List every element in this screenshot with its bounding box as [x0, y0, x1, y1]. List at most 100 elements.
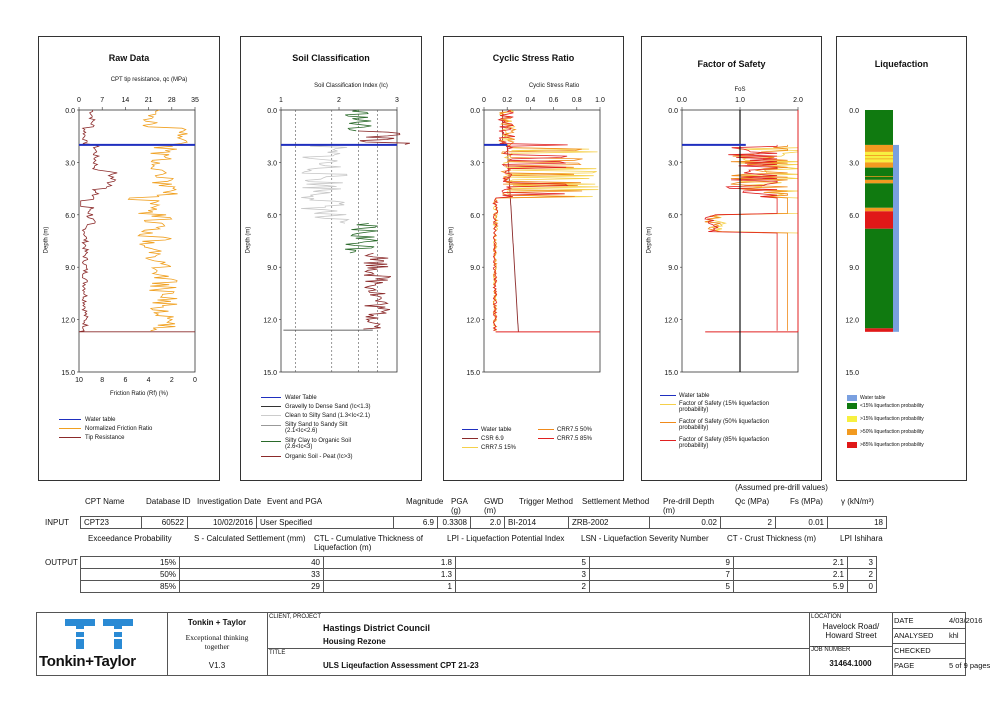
legend-line-icon [660, 440, 676, 455]
date-label: DATE [894, 616, 914, 625]
legend-crr50: CRR7.5 50% [557, 427, 593, 433]
project-cell: CLIENT, PROJECT Hastings District Counci… [267, 613, 810, 675]
hdr-qc: Qc (MPa) [735, 497, 770, 506]
legend-line-icon [660, 404, 676, 419]
soil-title: Soil Classification [292, 53, 370, 63]
soil-top-axis-label: Soil Classification Index (Ic) [314, 83, 388, 89]
hdr-pga: PGA (g) [451, 497, 468, 515]
hdr-trigger: Trigger Method [519, 497, 573, 506]
client-name: Hastings District Council [323, 623, 431, 633]
soil-chart: 0.0 3.0 6.0 9.0 12.0 15.0 1 2 3 [263, 97, 410, 377]
table-row: 15% 40 1.8 5 9 2.1 3 [80, 556, 877, 569]
soil-frame [280, 109, 398, 373]
input-trigger: BI-2014 [504, 516, 569, 529]
hdr-predrill: Pre-drill Depth (m) [663, 497, 715, 515]
legend-water: Water Table [285, 395, 317, 401]
legend-fos50: Factor of Safety (50% liquefaction proba… [679, 419, 770, 431]
depth-tick-label: 12.0 [664, 318, 678, 325]
liq-band [865, 167, 893, 180]
out-s: 33 [179, 568, 324, 581]
depth-tick-label: 15.0 [664, 370, 678, 377]
liq-band [865, 228, 893, 329]
depth-tick-label: 0.0 [668, 108, 678, 115]
raw-data-title: Raw Data [108, 53, 150, 63]
depth-tick-label: 6.0 [267, 213, 277, 220]
depth-tick-label: 9.0 [267, 265, 277, 272]
top-tick-label: 1 [279, 97, 283, 104]
legend-swatch [847, 442, 857, 448]
top-tick-label: 35 [191, 97, 199, 104]
raw-legend: Water table Normalized Friction Ratio Ti… [59, 417, 152, 444]
legend-gt85: >85% liquefaction probability [860, 442, 924, 448]
depth-tick-label: 6.0 [849, 213, 859, 220]
crr-line [492, 109, 583, 331]
bottom-tick-label: 0 [193, 377, 197, 384]
depth-tick-label: 9.0 [470, 265, 480, 272]
project-name: Housing Rezone [323, 637, 386, 646]
top-tick-label: 0.4 [526, 97, 536, 104]
out-ctl: 1.3 [323, 568, 456, 581]
depth-tick-label: 0.0 [470, 108, 480, 115]
legend-gravel: Gravelly to Dense Sand (Ic<1.3) [285, 404, 371, 410]
raw-frame [78, 109, 196, 373]
liq-legend: Water table <15% liquefaction probabilit… [847, 395, 962, 455]
depth-tick-label: 3.0 [267, 160, 277, 167]
liq-band [865, 151, 893, 163]
liq-chart: 0.0 3.0 6.0 9.0 12.0 15.0 [845, 108, 899, 377]
raw-bottom-axis-label: Friction Ratio (Rf) (%) [109, 391, 168, 397]
legend-line-icon [261, 455, 281, 457]
depth-tick-label: 3.0 [849, 160, 859, 167]
bottom-tick-label: 2 [170, 377, 174, 384]
hdr-lsn: LSN - Liquefaction Severity Number [581, 534, 709, 543]
depth-tick-label: 0.0 [849, 108, 859, 115]
location-value: Havelock Road/ Howard Street [822, 622, 880, 640]
legend-line-icon [59, 427, 81, 429]
soil-legend: Water Table Gravelly to Dense Sand (Ic<1… [261, 395, 416, 463]
legend-friction: Normalized Friction Ratio [85, 426, 153, 432]
hdr-lpi-ishihara: LPI Ishihara [840, 534, 883, 543]
date-value: 4/03/2016 [949, 616, 983, 625]
top-tick-label: 0.2 [502, 97, 512, 104]
bottom-tick-label: 10 [75, 377, 83, 384]
depth-tick-label: 9.0 [668, 265, 678, 272]
legend-lt15: <15% liquefaction probability [860, 403, 924, 409]
bottom-tick-label: 4 [147, 377, 151, 384]
top-tick-label: 3 [395, 97, 399, 104]
depth-tick-label: 15.0 [61, 370, 75, 377]
depth-tick-label: 6.0 [470, 213, 480, 220]
legend-water: Water table [481, 427, 512, 433]
top-tick-label: 14 [122, 97, 130, 104]
liq-band [865, 162, 893, 168]
input-event: User Specified [256, 516, 394, 529]
crr-line [492, 109, 569, 332]
logo-text: Tonkin+Taylor [39, 653, 136, 670]
raw-top-axis-label: CPT tip resistance, qc (MPa) [110, 77, 188, 83]
input-settlement: ZRB-2002 [568, 516, 650, 529]
analysed-label: ANALYSED [894, 631, 934, 640]
depth-tick-label: 15.0 [845, 370, 859, 377]
legend-line-icon [59, 436, 81, 438]
legend-tip: Tip Resistance [85, 435, 125, 441]
hdr-settlement: Settlement Method [582, 497, 650, 506]
page-value: 5 of 9 pages [949, 661, 991, 670]
company-name: Tonkin + Taylor [187, 618, 247, 627]
hdr-ct: CT - Crust Thickness (m) [727, 534, 817, 543]
hdr-lpi: LPI - Liquefaction Potential Index [447, 534, 565, 543]
top-tick-label: 2.0 [793, 97, 803, 104]
depth-tick-label: 12.0 [845, 318, 859, 325]
legend-water: Water table [679, 393, 710, 399]
ic-profile-line [345, 109, 372, 132]
top-tick-label: 0 [77, 97, 81, 104]
location-label: LOCATION [811, 614, 842, 620]
out-lpi: 3 [455, 568, 590, 581]
fos-top-axis-label: FoS [734, 87, 746, 93]
input-table: CPT23 60522 10/02/2016 User Specified 6.… [80, 516, 887, 529]
raw-data-panel: Raw Data CPT tip resistance, qc (MPa) Fr… [38, 36, 220, 481]
out-s: 40 [179, 556, 324, 569]
top-tick-label: 2 [337, 97, 341, 104]
title-label: TITLE [269, 650, 286, 656]
version: V1.3 [208, 661, 226, 670]
input-pga: 0.3308 [437, 516, 471, 529]
liq-band [865, 110, 893, 145]
legend-line-icon [538, 428, 554, 430]
